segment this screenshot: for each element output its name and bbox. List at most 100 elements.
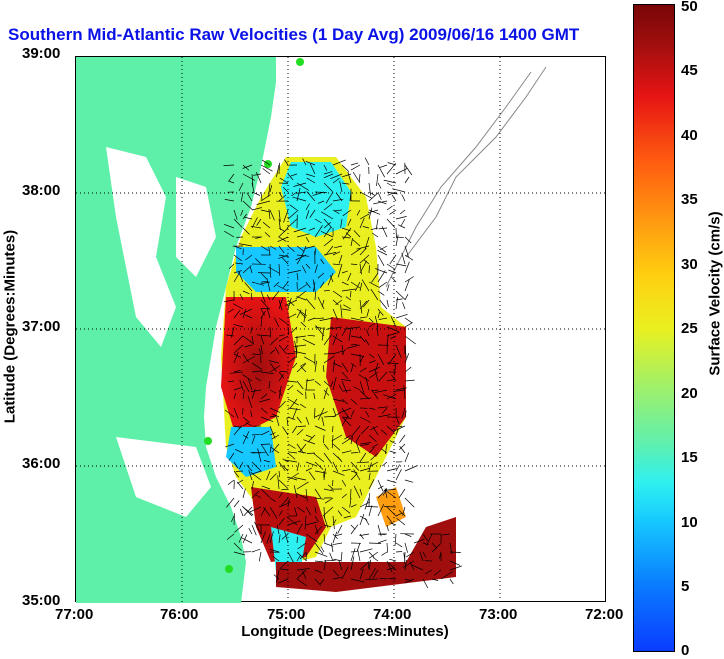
velocity-arrow — [242, 200, 253, 211]
velocity-arrow — [390, 316, 397, 328]
velocity-arrow — [314, 248, 317, 256]
velocity-arrow — [332, 335, 343, 343]
velocity-arrow — [282, 281, 289, 289]
velocity-arrow — [332, 251, 341, 256]
velocity-arrow — [260, 488, 271, 498]
velocity-arrow — [238, 182, 244, 192]
velocity-arrow — [305, 488, 308, 502]
velocity-arrow — [332, 470, 345, 476]
velocity-arrow — [235, 448, 244, 454]
velocity-arrow — [278, 297, 284, 310]
velocity-arrow — [284, 159, 289, 166]
velocity-arrow — [245, 254, 253, 261]
velocity-arrow — [397, 224, 406, 229]
velocity-arrow — [349, 497, 352, 508]
velocity-arrow — [359, 367, 367, 373]
velocity-arrow — [381, 407, 388, 414]
velocity-arrow — [350, 263, 358, 265]
velocity-arrow — [240, 537, 253, 544]
velocity-arrow — [266, 470, 271, 481]
velocity-arrow — [323, 389, 330, 396]
velocity-arrow — [323, 468, 326, 481]
velocity-arrow — [359, 247, 367, 256]
velocity-arrow — [242, 416, 250, 423]
velocity-arrow — [228, 173, 235, 182]
velocity-arrow — [352, 239, 361, 247]
velocity-arrow — [359, 380, 365, 395]
velocity-arrow — [404, 279, 410, 292]
velocity-arrow — [341, 308, 351, 311]
velocity-arrow — [233, 309, 241, 319]
velocity-arrow — [233, 303, 244, 310]
velocity-arrow — [379, 164, 388, 168]
velocity-arrow — [269, 444, 272, 454]
velocity-arrow — [286, 516, 298, 526]
velocity-arrow — [242, 265, 252, 274]
velocity-arrow — [377, 249, 388, 256]
velocity-arrow — [305, 245, 316, 249]
velocity-arrow — [365, 410, 370, 418]
velocity-arrow — [350, 409, 355, 418]
velocity-arrow — [240, 209, 244, 216]
velocity-arrow — [350, 461, 360, 471]
velocity-arrow — [341, 362, 349, 373]
velocity-arrow — [393, 362, 397, 376]
velocity-arrow — [242, 335, 254, 344]
velocity-arrow — [395, 512, 402, 517]
velocity-arrow — [350, 578, 365, 583]
velocity-arrow — [251, 481, 254, 490]
velocity-arrow — [335, 299, 343, 306]
velocity-arrow — [260, 317, 263, 328]
velocity-arrow — [256, 200, 271, 205]
x-tick-label: 76:00 — [160, 606, 199, 623]
velocity-arrow — [381, 226, 388, 238]
velocity-arrow — [351, 425, 361, 437]
velocity-arrow — [269, 425, 276, 439]
velocity-arrow — [227, 308, 235, 313]
velocity-arrow — [341, 506, 351, 514]
velocity-arrow — [332, 376, 337, 391]
velocity-arrow — [300, 321, 307, 328]
y-axis-label: Latitude (Degrees:Minutes) — [1, 229, 19, 424]
velocity-arrow — [355, 434, 361, 442]
velocity-arrow — [404, 479, 414, 483]
velocity-arrow — [350, 335, 362, 339]
velocity-arrow — [368, 191, 375, 196]
velocity-arrow — [269, 432, 276, 436]
velocity-arrow — [372, 569, 379, 579]
velocity-arrow — [227, 479, 235, 485]
velocity-arrow — [314, 425, 326, 431]
velocity-arrow — [404, 560, 407, 571]
velocity-arrow — [404, 465, 418, 472]
velocity-arrow — [422, 542, 429, 546]
velocity-arrow — [278, 578, 289, 584]
velocity-arrow — [395, 416, 400, 424]
velocity-arrow — [327, 484, 334, 490]
velocity-arrow — [341, 348, 346, 355]
velocity-arrow — [395, 542, 403, 548]
velocity-arrow — [350, 290, 352, 298]
velocity-arrow — [235, 262, 244, 265]
velocity-arrow — [287, 313, 297, 319]
velocity-arrow — [330, 542, 334, 553]
velocity-arrow — [368, 559, 372, 571]
velocity-arrow — [350, 344, 358, 346]
velocity-arrow — [278, 374, 284, 382]
velocity-arrow — [299, 403, 307, 409]
velocity-arrow — [377, 164, 386, 178]
velocity-arrow — [357, 549, 361, 562]
velocity-arrow — [368, 462, 372, 472]
velocity-arrow — [323, 203, 333, 211]
velocity-arrow — [233, 254, 242, 262]
velocity-arrow — [350, 364, 354, 373]
velocity-arrow — [389, 209, 397, 215]
velocity-arrow — [386, 284, 390, 292]
velocity-arrow — [233, 335, 244, 346]
velocity-arrow — [343, 304, 352, 310]
velocity-arrow — [323, 380, 330, 387]
velocity-arrow — [341, 493, 348, 499]
velocity-arrow — [395, 428, 399, 436]
velocity-arrow — [226, 497, 235, 508]
velocity-arrow — [269, 362, 277, 372]
velocity-arrow — [341, 182, 350, 185]
